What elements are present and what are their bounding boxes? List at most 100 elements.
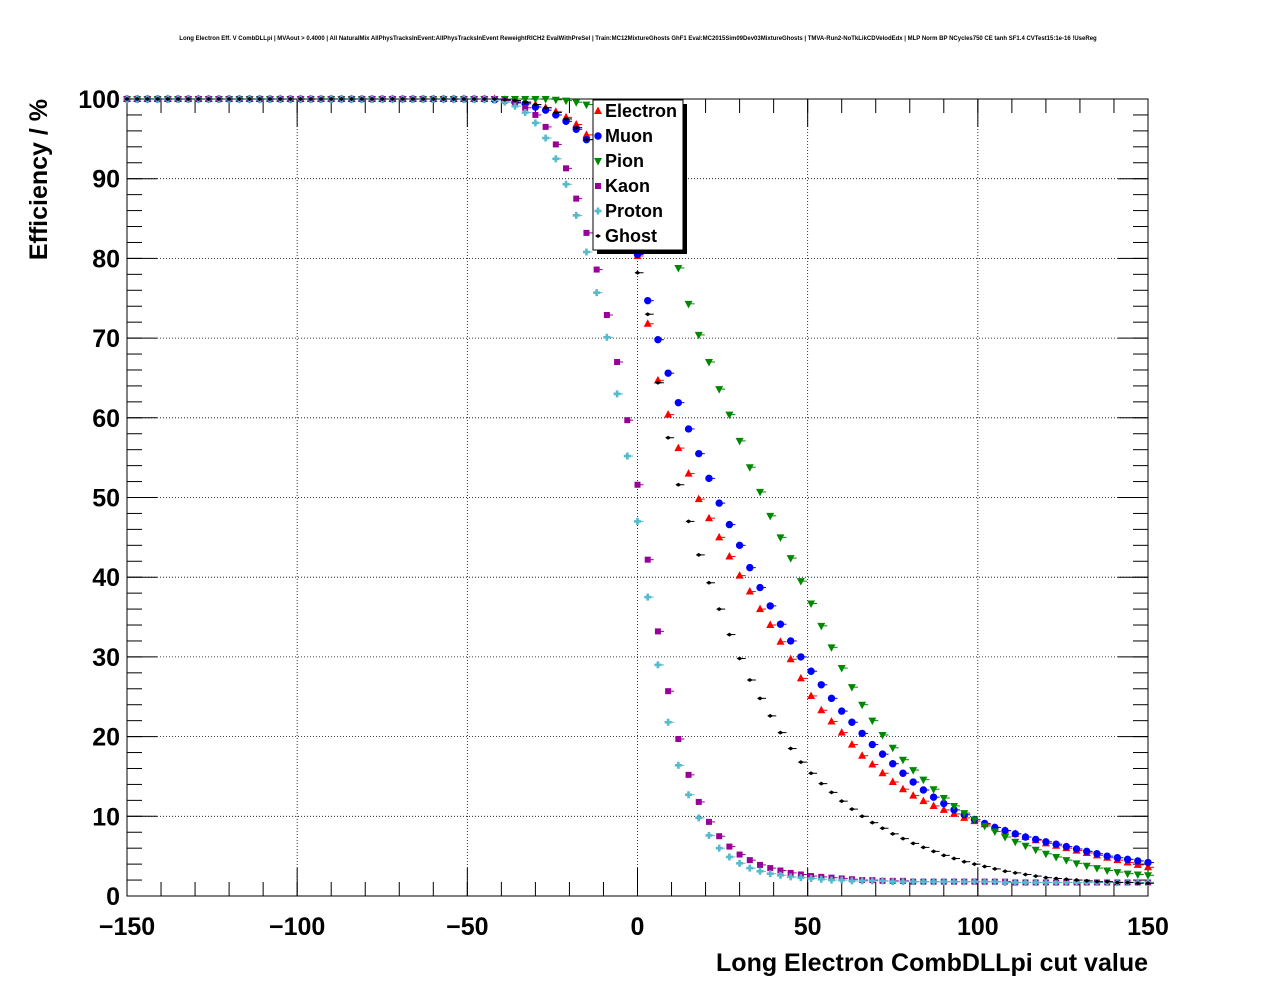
data-point-pion (939, 794, 948, 803)
data-point-ghost (675, 482, 682, 487)
data-point-ghost (134, 97, 141, 101)
data-point-pion (847, 684, 856, 692)
y-axis-label: Efficiency / % (25, 99, 53, 260)
data-point-muon (776, 620, 785, 628)
data-point-proton (634, 517, 641, 525)
legend-label: Proton (605, 201, 663, 221)
data-point-ghost (889, 831, 896, 836)
data-point-ghost (440, 97, 447, 101)
legend-marker-electron (594, 106, 602, 114)
x-tick-label: −100 (269, 913, 325, 941)
data-point-ghost (869, 820, 876, 825)
data-point-ghost (644, 312, 651, 317)
data-point-muon (807, 667, 815, 675)
data-point-muon (797, 653, 805, 661)
data-point-ghost (808, 771, 815, 776)
data-point-proton (736, 859, 744, 867)
data-point-electron (868, 759, 877, 768)
data-point-proton (899, 878, 907, 886)
data-point-proton (909, 878, 917, 886)
data-point-electron (837, 728, 846, 736)
data-point-ghost (409, 97, 416, 101)
data-point-proton (746, 864, 754, 872)
data-point-proton (725, 853, 733, 861)
data-point-electron (939, 805, 948, 813)
data-point-ghost (236, 97, 243, 101)
data-point-ghost (583, 137, 590, 142)
data-point-proton (715, 844, 723, 852)
data-point-muon (1031, 835, 1040, 844)
data-point-kaon (675, 735, 682, 742)
data-point-kaon (614, 359, 621, 366)
series-ghost (124, 97, 1154, 886)
data-point-pion (827, 644, 836, 652)
data-point-proton (695, 814, 703, 822)
data-point-proton (582, 248, 590, 256)
data-point-ghost (328, 97, 335, 101)
data-point-ghost (1063, 877, 1070, 882)
data-point-pion (1021, 842, 1030, 851)
data-point-electron (684, 469, 693, 477)
data-point-ghost (971, 862, 978, 867)
data-point-proton (501, 98, 509, 106)
data-point-ghost (726, 632, 733, 637)
data-point-ghost (522, 100, 529, 105)
data-point-ghost (930, 849, 937, 854)
data-point-muon (695, 449, 703, 458)
data-point-ghost (277, 97, 284, 101)
data-point-ghost (685, 519, 692, 524)
data-point-muon (827, 694, 836, 703)
data-point-proton (858, 877, 866, 885)
data-point-muon (1123, 855, 1132, 864)
data-point-kaon (603, 311, 610, 318)
data-point-proton (879, 877, 887, 885)
data-point-kaon (665, 688, 672, 695)
data-point-muon (725, 520, 734, 529)
data-point-pion (1011, 838, 1020, 847)
x-tick-label: 0 (631, 913, 645, 941)
data-point-ghost (1042, 875, 1049, 880)
data-point-ghost (246, 97, 253, 101)
data-point-muon (878, 750, 887, 758)
data-point-proton (644, 593, 652, 601)
data-point-pion (551, 96, 560, 105)
data-point-pion (1062, 857, 1071, 865)
legend-entry-muon: Muon (594, 126, 653, 146)
data-point-pion (868, 717, 877, 726)
data-point-electron (766, 620, 775, 629)
data-point-ghost (552, 110, 559, 115)
data-point-muon (756, 583, 764, 592)
data-point-muon (746, 563, 754, 572)
data-point-muon (940, 799, 948, 808)
data-point-muon (684, 425, 693, 433)
data-point-kaon (787, 869, 794, 876)
data-point-ghost (399, 97, 406, 101)
data-point-proton (623, 452, 631, 460)
data-point-proton (776, 871, 784, 879)
data-point-pion (694, 331, 703, 340)
data-point-muon (1083, 847, 1091, 856)
data-point-pion (1001, 834, 1010, 842)
data-point-electron (847, 740, 856, 748)
data-point-electron (898, 784, 907, 793)
legend-label: Pion (605, 151, 644, 171)
data-point-ghost (777, 730, 784, 735)
data-point-muon (644, 296, 652, 305)
data-point-pion (521, 96, 530, 104)
legend-label: Electron (605, 101, 677, 121)
legend-label: Ghost (605, 226, 657, 246)
data-point-ghost (716, 607, 723, 612)
data-point-pion (909, 767, 918, 775)
data-point-muon (909, 778, 917, 786)
data-point-pion (898, 756, 907, 765)
y-tick-label: 60 (92, 405, 120, 433)
data-point-electron (572, 120, 581, 128)
data-point-electron (929, 801, 938, 809)
data-point-pion (1082, 862, 1091, 871)
data-point-proton (919, 878, 927, 886)
data-point-proton (542, 134, 550, 142)
data-point-ghost (1124, 880, 1131, 885)
data-point-ghost (460, 97, 467, 101)
data-point-muon (715, 499, 723, 507)
data-point-electron (674, 443, 683, 452)
